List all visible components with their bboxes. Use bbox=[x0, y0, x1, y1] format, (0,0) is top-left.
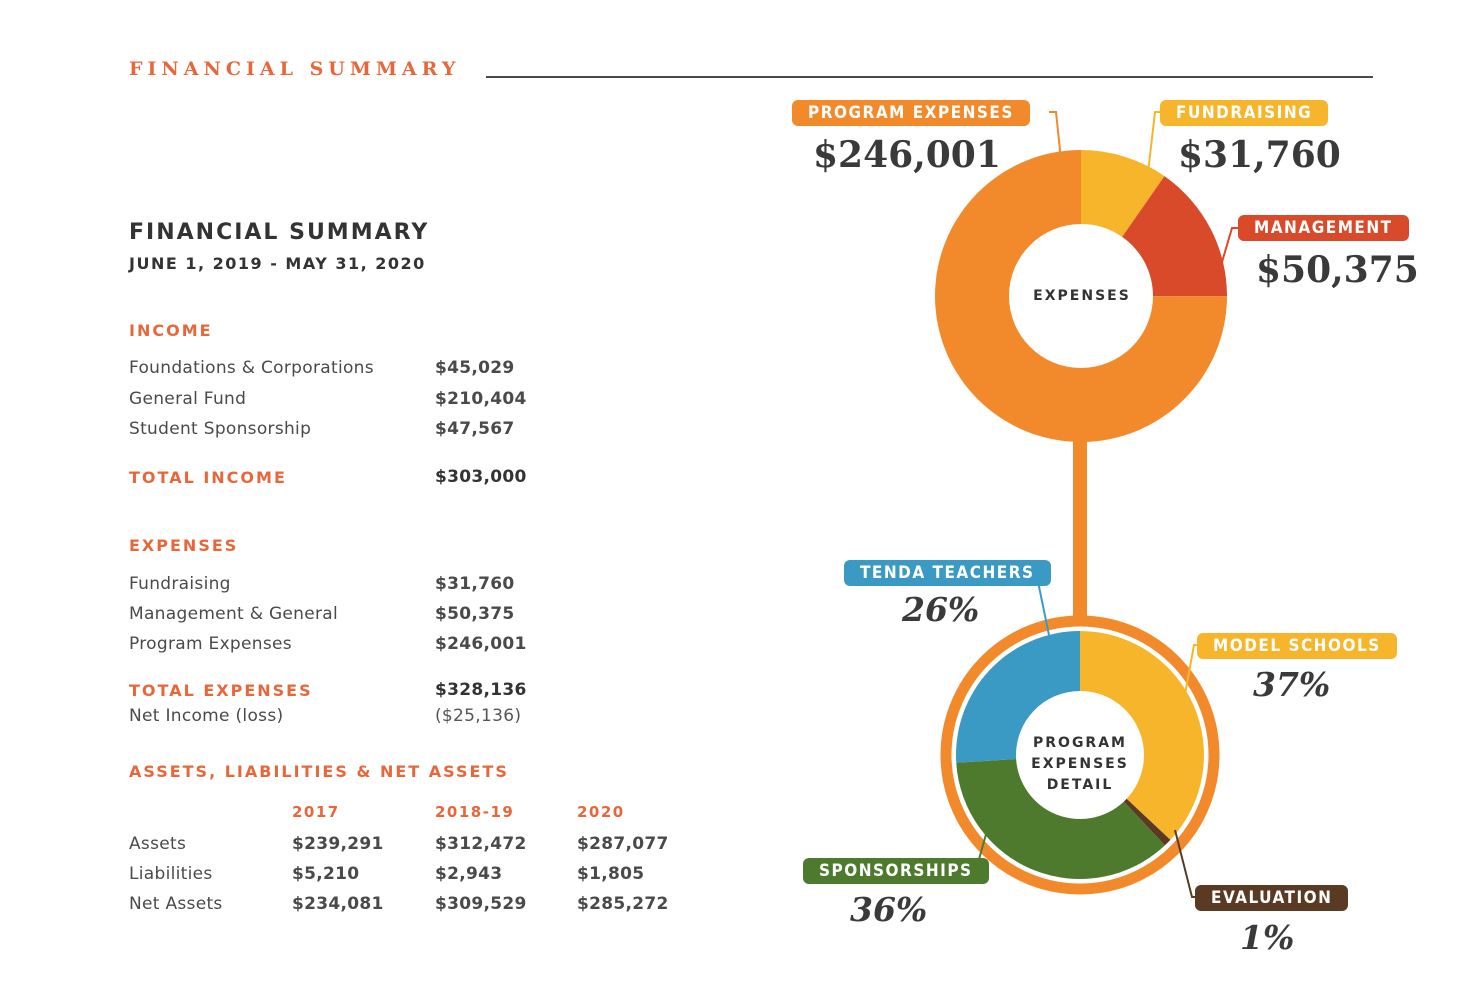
expenses-row-value: $31,760 bbox=[435, 574, 515, 594]
assets-cell: $2,943 bbox=[435, 864, 503, 884]
assets-cell: $5,210 bbox=[292, 864, 360, 884]
connector-stem bbox=[1073, 430, 1087, 620]
detail-center-line: DETAIL bbox=[1046, 777, 1114, 793]
evaluation-value: 1% bbox=[1240, 918, 1295, 957]
net-income-label: Net Income (loss) bbox=[129, 706, 284, 726]
model-schools-slice bbox=[1080, 631, 1204, 840]
year-header: 2017 bbox=[292, 803, 340, 821]
assets-row-label: Assets bbox=[129, 834, 187, 854]
income-row-label: General Fund bbox=[129, 389, 247, 409]
expenses-center-label: EXPENSES bbox=[1033, 288, 1131, 304]
income-row-value: $47,567 bbox=[435, 419, 515, 439]
total-expenses-label: TOTAL EXPENSES bbox=[129, 681, 313, 700]
income-row-label: Foundations & Corporations bbox=[129, 358, 374, 378]
income-row-value: $45,029 bbox=[435, 358, 515, 378]
header-rule bbox=[486, 76, 1373, 78]
assets-cell: $287,077 bbox=[577, 834, 669, 854]
detail-center-line: EXPENSES bbox=[1031, 756, 1129, 772]
assets-heading: ASSETS, LIABILITIES & NET ASSETS bbox=[129, 762, 509, 781]
sponsorships-tag: SPONSORSHIPS bbox=[803, 858, 989, 884]
year-header: 2018-19 bbox=[435, 803, 515, 821]
total-income-label: TOTAL INCOME bbox=[129, 468, 287, 487]
expenses-row-value: $246,001 bbox=[435, 634, 527, 654]
header-title: FINANCIAL SUMMARY bbox=[129, 58, 461, 80]
evaluation-slice bbox=[1123, 798, 1171, 846]
tenda-teachers-slice bbox=[956, 631, 1080, 763]
sponsorships-slice bbox=[956, 759, 1165, 879]
management-leader bbox=[1221, 227, 1240, 263]
management-value: $50,375 bbox=[1256, 249, 1419, 291]
assets-cell: $285,272 bbox=[577, 894, 669, 914]
model-schools-value: 37% bbox=[1253, 665, 1331, 704]
expenses-row-label: Management & General bbox=[129, 604, 339, 624]
income-row-label: Student Sponsorship bbox=[129, 419, 312, 439]
expenses-row-label: Program Expenses bbox=[129, 634, 292, 654]
assets-row-label: Liabilities bbox=[129, 864, 213, 884]
management-slice bbox=[1122, 176, 1227, 297]
expenses-row-value: $50,375 bbox=[435, 604, 515, 624]
detail-center-line: PROGRAM bbox=[1033, 735, 1127, 751]
detail-center-label: PROGRAM EXPENSES DETAIL bbox=[1015, 733, 1145, 796]
total-expenses-value: $328,136 bbox=[435, 680, 527, 700]
fundraising-leader bbox=[1145, 111, 1162, 191]
fundraising-value: $31,760 bbox=[1178, 134, 1341, 176]
net-income-value: ($25,136) bbox=[435, 706, 522, 726]
program-expenses-leader bbox=[1049, 111, 1062, 161]
income-heading: INCOME bbox=[129, 321, 213, 340]
assets-cell: $1,805 bbox=[577, 864, 645, 884]
assets-row-label: Net Assets bbox=[129, 894, 223, 914]
program-expenses-value: $246,001 bbox=[813, 134, 1001, 176]
summary-title: FINANCIAL SUMMARY bbox=[129, 220, 430, 245]
income-row-value: $210,404 bbox=[435, 389, 527, 409]
fundraising-slice bbox=[1081, 150, 1165, 237]
program-expenses-slice bbox=[935, 150, 1227, 442]
assets-cell: $312,472 bbox=[435, 834, 527, 854]
sponsorships-value: 36% bbox=[850, 890, 928, 929]
year-header: 2020 bbox=[577, 803, 625, 821]
total-income-value: $303,000 bbox=[435, 467, 527, 487]
expenses-row-label: Fundraising bbox=[129, 574, 231, 594]
program-expenses-tag: PROGRAM EXPENSES bbox=[792, 100, 1030, 126]
expenses-heading: EXPENSES bbox=[129, 536, 239, 555]
model-schools-tag: MODEL SCHOOLS bbox=[1197, 633, 1397, 659]
assets-cell: $309,529 bbox=[435, 894, 527, 914]
management-tag: MANAGEMENT bbox=[1238, 215, 1409, 241]
evaluation-tag: EVALUATION bbox=[1195, 885, 1349, 911]
assets-cell: $234,081 bbox=[292, 894, 384, 914]
detail-outer-ring bbox=[940, 615, 1220, 895]
assets-cell: $239,291 bbox=[292, 834, 384, 854]
summary-period: JUNE 1, 2019 - MAY 31, 2020 bbox=[129, 254, 426, 273]
fundraising-tag: FUNDRAISING bbox=[1160, 100, 1329, 126]
tenda-teachers-tag: TENDA TEACHERS bbox=[844, 560, 1051, 586]
tenda-teachers-value: 26% bbox=[902, 590, 980, 629]
